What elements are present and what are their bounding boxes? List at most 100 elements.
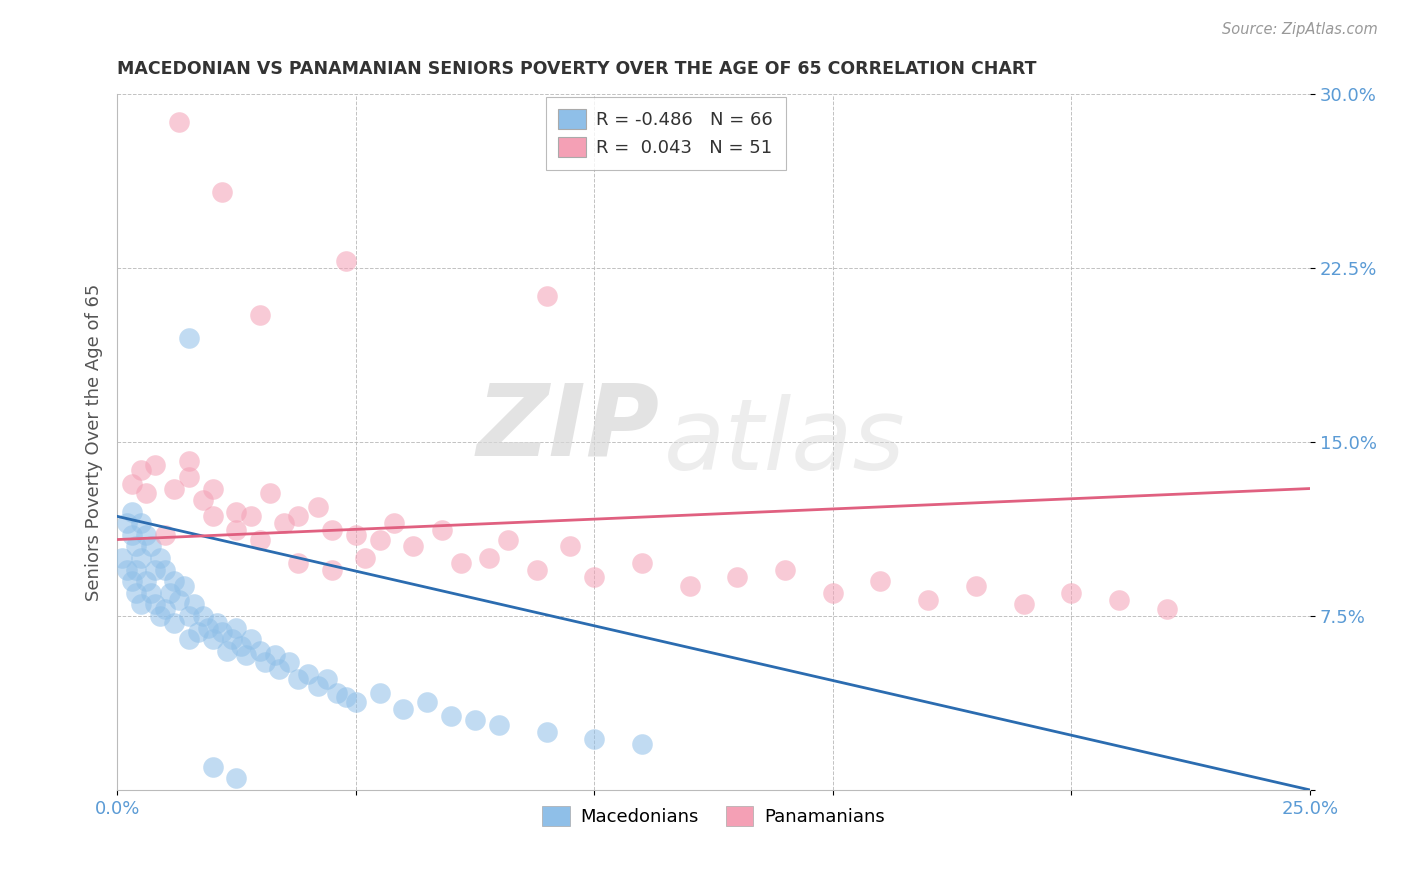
Point	[143, 598, 166, 612]
Point	[163, 574, 186, 589]
Point	[129, 463, 152, 477]
Point	[115, 563, 138, 577]
Point	[526, 563, 548, 577]
Point	[197, 621, 219, 635]
Point	[536, 725, 558, 739]
Point	[167, 592, 190, 607]
Point	[273, 516, 295, 531]
Point	[153, 528, 176, 542]
Point	[287, 556, 309, 570]
Point	[201, 760, 224, 774]
Point	[277, 656, 299, 670]
Point	[583, 731, 606, 746]
Point	[163, 482, 186, 496]
Point	[965, 579, 987, 593]
Text: Source: ZipAtlas.com: Source: ZipAtlas.com	[1222, 22, 1378, 37]
Point	[115, 516, 138, 531]
Point	[450, 556, 472, 570]
Point	[679, 579, 702, 593]
Point	[201, 632, 224, 647]
Point	[211, 625, 233, 640]
Point	[725, 569, 748, 583]
Point	[631, 737, 654, 751]
Point	[254, 656, 277, 670]
Point	[325, 685, 347, 699]
Text: MACEDONIAN VS PANAMANIAN SENIORS POVERTY OVER THE AGE OF 65 CORRELATION CHART: MACEDONIAN VS PANAMANIAN SENIORS POVERTY…	[117, 60, 1036, 78]
Point	[382, 516, 405, 531]
Point	[344, 695, 367, 709]
Point	[121, 476, 143, 491]
Point	[187, 625, 209, 640]
Point	[249, 533, 271, 547]
Point	[159, 586, 181, 600]
Point	[631, 556, 654, 570]
Point	[149, 551, 172, 566]
Point	[125, 540, 148, 554]
Y-axis label: Seniors Poverty Over the Age of 65: Seniors Poverty Over the Age of 65	[86, 284, 103, 601]
Point	[111, 551, 134, 566]
Point	[143, 563, 166, 577]
Point	[430, 523, 453, 537]
Point	[287, 672, 309, 686]
Point	[173, 579, 195, 593]
Point	[1108, 592, 1130, 607]
Point	[143, 458, 166, 473]
Point	[321, 563, 343, 577]
Point	[225, 523, 247, 537]
Point	[129, 551, 152, 566]
Point	[536, 289, 558, 303]
Point	[354, 551, 377, 566]
Point	[153, 602, 176, 616]
Point	[135, 486, 157, 500]
Point	[207, 615, 229, 630]
Point	[869, 574, 891, 589]
Point	[773, 563, 796, 577]
Point	[221, 632, 243, 647]
Point	[121, 528, 143, 542]
Text: ZIP: ZIP	[477, 380, 659, 476]
Point	[211, 185, 233, 199]
Point	[177, 454, 200, 468]
Point	[464, 714, 486, 728]
Point	[488, 718, 510, 732]
Text: atlas: atlas	[664, 393, 905, 491]
Point	[1012, 598, 1035, 612]
Point	[225, 505, 247, 519]
Point	[225, 621, 247, 635]
Point	[135, 574, 157, 589]
Point	[392, 702, 415, 716]
Point	[498, 533, 520, 547]
Point	[821, 586, 844, 600]
Point	[259, 486, 281, 500]
Legend: Macedonians, Panamanians: Macedonians, Panamanians	[536, 798, 891, 833]
Point	[177, 331, 200, 345]
Point	[191, 493, 214, 508]
Point	[402, 540, 425, 554]
Point	[163, 615, 186, 630]
Point	[307, 679, 329, 693]
Point	[239, 632, 262, 647]
Point	[231, 639, 253, 653]
Point	[177, 470, 200, 484]
Point	[263, 648, 285, 663]
Point	[201, 509, 224, 524]
Point	[129, 516, 152, 531]
Point	[125, 563, 148, 577]
Point	[183, 598, 205, 612]
Point	[560, 540, 582, 554]
Point	[135, 528, 157, 542]
Point	[153, 563, 176, 577]
Point	[121, 574, 143, 589]
Point	[235, 648, 257, 663]
Point	[249, 308, 271, 322]
Point	[335, 690, 357, 705]
Point	[583, 569, 606, 583]
Point	[307, 500, 329, 514]
Point	[191, 609, 214, 624]
Point	[335, 254, 357, 268]
Point	[368, 533, 391, 547]
Point	[368, 685, 391, 699]
Point	[239, 509, 262, 524]
Point	[225, 772, 247, 786]
Point	[177, 609, 200, 624]
